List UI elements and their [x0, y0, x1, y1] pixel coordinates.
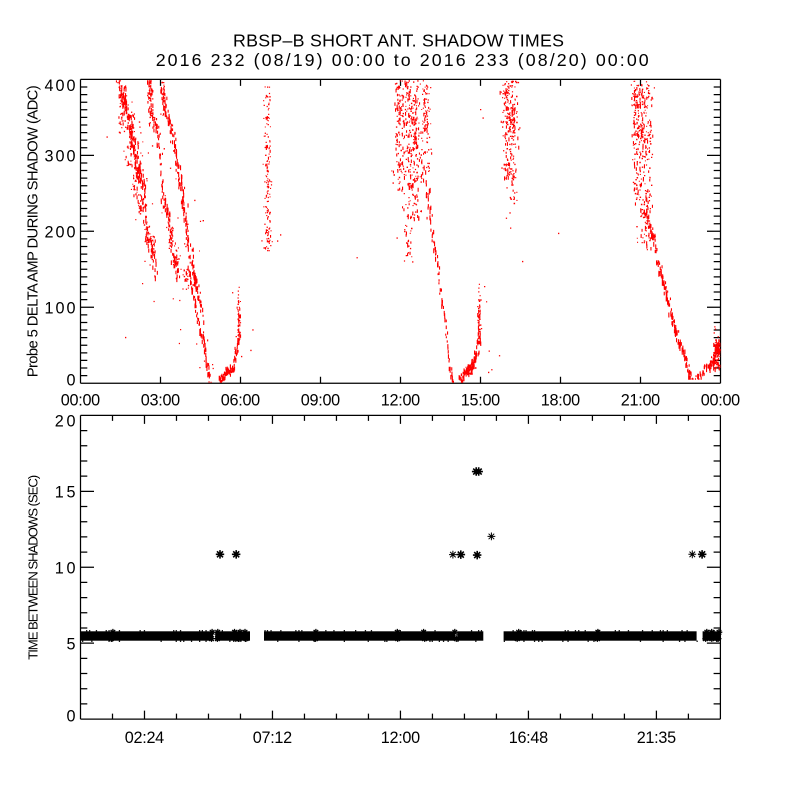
svg-text:00:00: 00:00 — [701, 392, 740, 410]
svg-text:15:00: 15:00 — [461, 392, 500, 410]
svg-text:21:00: 21:00 — [621, 392, 660, 410]
svg-text:5: 5 — [66, 635, 75, 653]
svg-text:03:00: 03:00 — [141, 392, 180, 410]
svg-text:300: 300 — [45, 148, 76, 166]
svg-text:Probe 5 DELTA AMP DURING SHADO: Probe 5 DELTA AMP DURING SHADOW (ADC) — [26, 85, 42, 377]
svg-text:12:00: 12:00 — [381, 729, 420, 747]
svg-text:RBSP–B SHORT ANT. SHADOW TIMES: RBSP–B SHORT ANT. SHADOW TIMES — [233, 31, 564, 51]
svg-text:18:00: 18:00 — [541, 392, 580, 410]
svg-text:16:48: 16:48 — [509, 729, 548, 747]
svg-text:21:35: 21:35 — [637, 729, 676, 747]
svg-text:0: 0 — [66, 707, 75, 725]
svg-text:200: 200 — [45, 224, 76, 242]
svg-text:100: 100 — [45, 299, 76, 317]
svg-text:09:00: 09:00 — [301, 392, 340, 410]
svg-text:2016 232 (08/19) 00:00 to 2016: 2016 232 (08/19) 00:00 to 2016 233 (08/2… — [156, 50, 649, 70]
svg-text:400: 400 — [45, 77, 76, 95]
svg-text:00:00: 00:00 — [61, 392, 100, 410]
svg-text:06:00: 06:00 — [221, 392, 260, 410]
svg-text:0: 0 — [66, 372, 75, 390]
svg-text:02:24: 02:24 — [125, 729, 164, 747]
svg-text:07:12: 07:12 — [253, 729, 292, 747]
svg-text:12:00: 12:00 — [381, 392, 420, 410]
svg-text:TIME BETWEEN SHADOWS (SEC): TIME BETWEEN SHADOWS (SEC) — [26, 475, 41, 660]
